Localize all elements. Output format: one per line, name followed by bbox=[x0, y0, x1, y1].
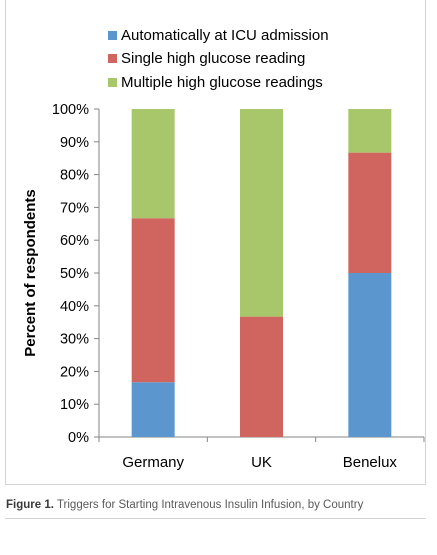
y-tick-label: 70% bbox=[60, 200, 89, 216]
legend-entry: Automatically at ICU admission bbox=[121, 27, 329, 44]
legend-swatch bbox=[108, 78, 117, 87]
bar-benelux-series-3 bbox=[348, 109, 392, 153]
legend-entry: Single high glucose reading bbox=[121, 50, 305, 67]
legend-swatch bbox=[108, 54, 117, 63]
x-tick-label: Germany bbox=[122, 454, 184, 471]
y-axis-label: Percent of respondents bbox=[22, 189, 39, 357]
y-tick-label: 80% bbox=[60, 168, 89, 184]
y-tick-label: 30% bbox=[60, 332, 89, 348]
caption-label: Figure 1. bbox=[6, 499, 54, 511]
legend-swatch bbox=[108, 31, 117, 40]
bar-uk-series-3 bbox=[240, 109, 283, 317]
bar-germany-series-1 bbox=[131, 382, 175, 437]
figure-caption: Figure 1. Triggers for Starting Intraven… bbox=[6, 499, 363, 511]
bar-uk-series-2 bbox=[240, 316, 283, 437]
bars bbox=[131, 109, 392, 437]
legend: Automatically at ICU admission Single hig… bbox=[108, 27, 329, 91]
caption-divider bbox=[5, 518, 426, 519]
y-tick-label: 90% bbox=[60, 135, 89, 151]
x-tick-label: Benelux bbox=[343, 454, 398, 471]
y-tick-label: 60% bbox=[60, 233, 89, 249]
bar-germany-series-3 bbox=[131, 109, 175, 219]
y-tick-label: 50% bbox=[60, 266, 89, 282]
y-tick-label: 40% bbox=[60, 299, 89, 315]
x-tick-label: UK bbox=[251, 454, 272, 471]
legend-entry: Multiple high glucose readings bbox=[121, 74, 323, 91]
bar-benelux-series-2 bbox=[348, 152, 392, 273]
axes: 0% 10% 20% 30% 40% 50% 60% 70% 80% 90% 100% Germany… bbox=[52, 102, 425, 471]
y-tick-label: 10% bbox=[60, 397, 89, 413]
bar-germany-series-2 bbox=[131, 218, 175, 383]
y-tick-label: 100% bbox=[52, 102, 89, 118]
bar-benelux-series-1 bbox=[348, 273, 392, 437]
caption-text: Triggers for Starting Intravenous Insuli… bbox=[56, 499, 364, 511]
y-tick-label: 0% bbox=[68, 430, 89, 446]
y-tick-label: 20% bbox=[60, 364, 89, 380]
